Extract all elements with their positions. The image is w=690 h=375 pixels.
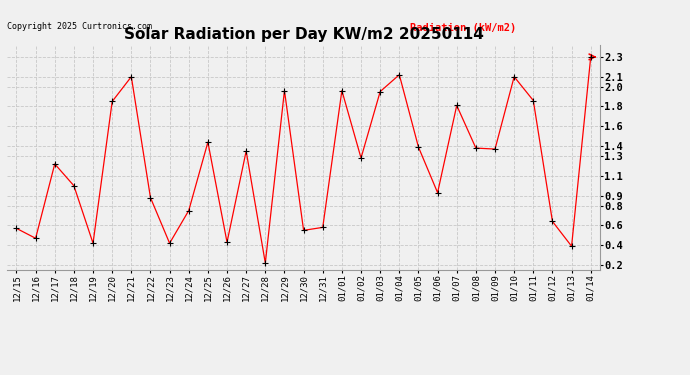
Text: Radiation (kW/m2): Radiation (kW/m2)	[411, 22, 517, 33]
Title: Solar Radiation per Day KW/m2 20250114: Solar Radiation per Day KW/m2 20250114	[124, 27, 484, 42]
Text: Copyright 2025 Curtronics.com: Copyright 2025 Curtronics.com	[7, 22, 152, 32]
